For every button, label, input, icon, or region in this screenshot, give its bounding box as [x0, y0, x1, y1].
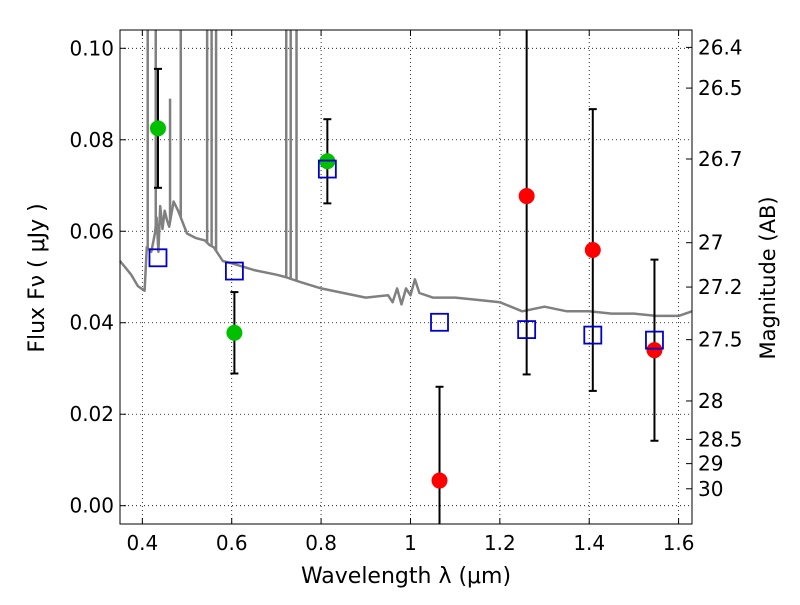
right-tick-label: 26.7	[698, 147, 743, 171]
model-point	[517, 320, 537, 340]
x-axis-label: Wavelength λ (μm)	[301, 564, 511, 589]
model-point	[224, 261, 244, 281]
right-tick-label: 30	[698, 477, 723, 501]
model-point	[583, 325, 603, 345]
data-point	[518, 188, 535, 205]
right-tick-label: 27	[698, 231, 723, 255]
right-tick-label: 27.5	[698, 328, 743, 352]
data-point	[584, 242, 601, 259]
x-tick-label: 0.8	[305, 531, 337, 555]
plot-frame	[119, 29, 693, 525]
model-point	[148, 248, 168, 268]
x-tick-label: 0.6	[216, 531, 248, 555]
y-tick-label: 0.08	[69, 128, 114, 152]
right-tick-label: 27.2	[698, 275, 743, 299]
right-tick-label: 28	[698, 389, 723, 413]
y-tick-label: 0.06	[69, 219, 114, 243]
x-tick-label: 0.4	[126, 531, 158, 555]
model-point	[430, 312, 449, 332]
model-point	[645, 330, 664, 350]
y-tick-label: 0.10	[69, 36, 114, 60]
y-tick-label: 0.00	[69, 494, 114, 518]
spectrum-line	[119, 200, 693, 318]
right-tick-label: 29	[698, 452, 723, 476]
right-tick-label: 26.5	[698, 76, 743, 100]
data-point	[646, 342, 663, 359]
data-markers	[148, 120, 664, 489]
x-tick-label: 1.2	[484, 531, 516, 555]
y-tick-label: 0.02	[69, 402, 114, 426]
y-axis-label: Flux Fν ( μJy )	[25, 203, 50, 352]
x-tick-label: 1.6	[663, 531, 695, 555]
model-spectrum	[119, 30, 693, 318]
x-tick-label: 1.4	[573, 531, 605, 555]
x-tick-label: 1	[404, 531, 417, 555]
data-point	[149, 120, 166, 137]
error-bars	[153, 30, 659, 524]
axis-ticks: 0.4 0.6 0.8 1 1.2 1.4 1.6 0.00 0.02 0.04 0.06 0.08 0…	[69, 30, 743, 555]
grid	[120, 30, 692, 524]
right-tick-label: 26.4	[698, 35, 743, 59]
y-tick-label: 0.04	[69, 311, 114, 335]
right-tick-label: 28.5	[698, 427, 743, 451]
model-point	[317, 159, 337, 179]
data-point	[226, 324, 243, 341]
right-axis-label: Magnitude (AB)	[756, 196, 780, 359]
data-point	[431, 472, 448, 489]
